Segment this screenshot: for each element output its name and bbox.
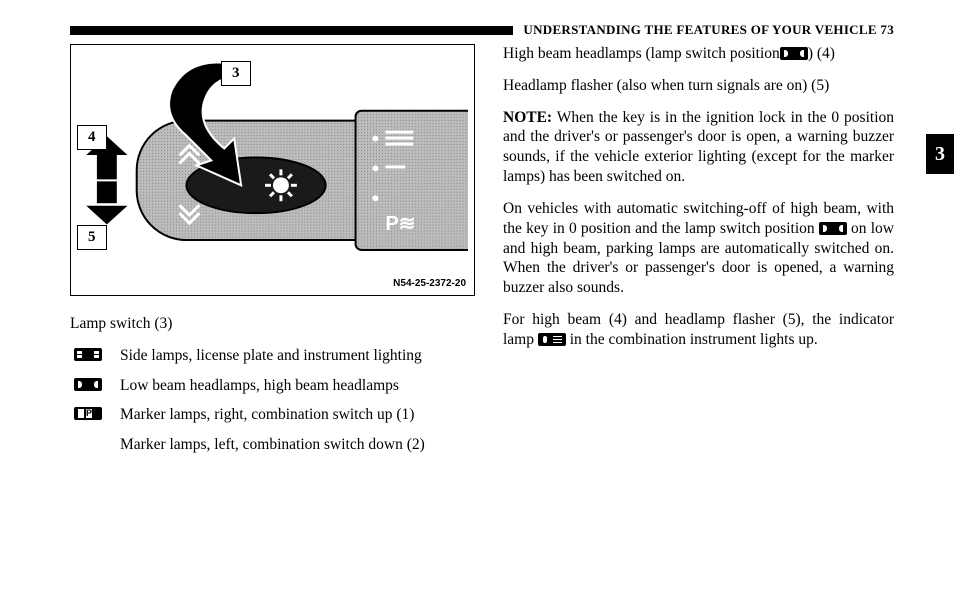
para-auto-off: On vehicles with automatic switching-off… [503, 199, 894, 298]
item-text: Marker lamps, right, combination switch … [120, 405, 475, 425]
section-title: UNDERSTANDING THE FEATURES OF YOUR VEHIC… [523, 22, 876, 37]
text: in the combination instrument lights up. [566, 331, 818, 348]
svg-text:P≋: P≋ [385, 213, 415, 235]
low-beam-icon [70, 376, 106, 391]
low-beam-icon [780, 47, 808, 60]
header-title: UNDERSTANDING THE FEATURES OF YOUR VEHIC… [523, 22, 894, 38]
item-side-lamps: Side lamps, license plate and instrument… [70, 346, 475, 366]
lamp-switch-figure: 3 4 5 N54-25-2372-20 [70, 44, 475, 296]
item-text: Marker lamps, left, combination switch d… [120, 435, 475, 455]
left-column: 3 4 5 N54-25-2372-20 [70, 44, 475, 465]
parking-lamp-icon [70, 405, 106, 420]
right-column: High beam headlamps (lamp switch positio… [503, 44, 894, 465]
page-header: UNDERSTANDING THE FEATURES OF YOUR VEHIC… [70, 22, 894, 38]
lamp-switch-heading: Lamp switch (3) [70, 314, 475, 334]
para-note: NOTE: When the key is in the ignition lo… [503, 108, 894, 187]
side-lamps-icon [70, 346, 106, 361]
para-flasher: Headlamp flasher (also when turn signals… [503, 76, 894, 96]
low-beam-icon [819, 222, 847, 235]
two-column-layout: 3 4 5 N54-25-2372-20 [70, 44, 894, 465]
para-high-beam: High beam headlamps (lamp switch positio… [503, 44, 894, 64]
page-number: 73 [880, 22, 894, 37]
item-low-beam: Low beam headlamps, high beam headlamps [70, 376, 475, 396]
lamp-switch-illustration: P≋ [77, 51, 468, 290]
item-text: Side lamps, license plate and instrument… [120, 346, 475, 366]
text: When the key is in the ignition lock in … [503, 109, 894, 185]
high-beam-icon [538, 333, 566, 346]
item-marker-left: Marker lamps, left, combination switch d… [70, 435, 475, 455]
blank-icon [70, 435, 106, 437]
item-text: Low beam headlamps, high beam headlamps [120, 376, 475, 396]
note-label: NOTE: [503, 109, 552, 126]
para-indicator: For high beam (4) and headlamp flasher (… [503, 310, 894, 350]
chapter-tab: 3 [926, 134, 954, 174]
callout-5: 5 [77, 225, 107, 250]
text: High beam headlamps (lamp switch positio… [503, 45, 780, 62]
header-rule [70, 26, 513, 35]
text: ) (4) [808, 45, 835, 62]
callout-4: 4 [77, 125, 107, 150]
manual-page: UNDERSTANDING THE FEATURES OF YOUR VEHIC… [0, 0, 954, 606]
figure-code: N54-25-2372-20 [393, 278, 466, 289]
item-marker-right: Marker lamps, right, combination switch … [70, 405, 475, 425]
callout-3: 3 [221, 61, 251, 86]
